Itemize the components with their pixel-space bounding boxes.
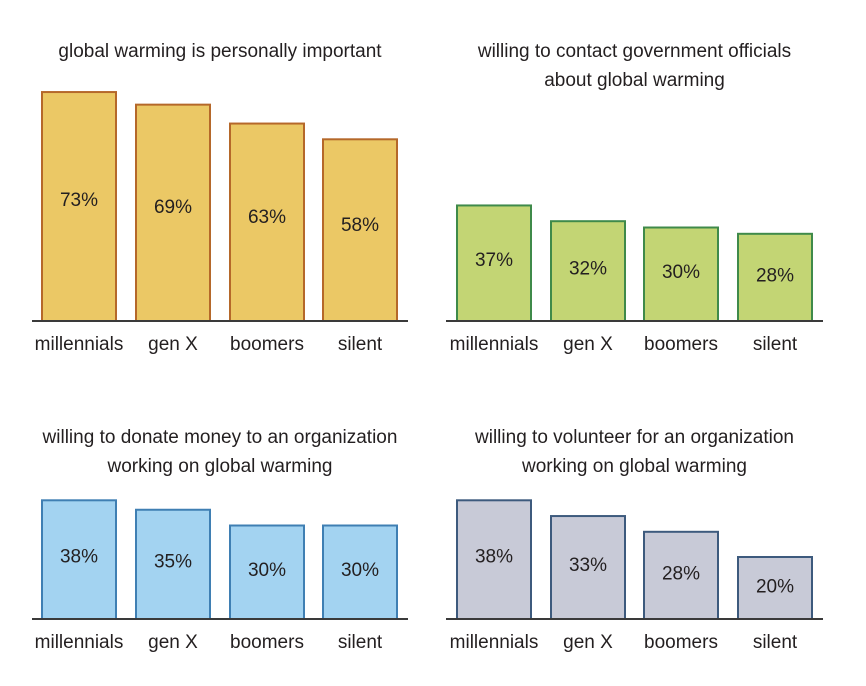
bar-chart-1: global warming is personally important 73…	[32, 41, 408, 355]
x-tick-label: boomers	[644, 632, 718, 653]
x-tick-label: boomers	[644, 334, 718, 355]
bar-boomers	[229, 122, 305, 322]
chart-title: willing to contact government officials	[477, 41, 791, 62]
bar-gen-x	[550, 220, 626, 322]
data-label: 69%	[154, 197, 192, 218]
data-label: 35%	[154, 552, 192, 573]
bar-boomers	[643, 226, 719, 322]
data-label: 32%	[569, 259, 607, 280]
bar-chart-3: willing to donate money to an organizati…	[32, 427, 408, 653]
bar-millennials	[41, 91, 117, 322]
bar-silent	[737, 232, 813, 322]
chart-title: working on global warming	[521, 456, 747, 477]
x-tick-label: gen X	[563, 334, 613, 355]
chart-title: global warming is personally important	[58, 41, 382, 62]
x-tick-label: silent	[338, 334, 383, 355]
bar-chart-2: willing to contact government officials a…	[446, 41, 823, 355]
data-label: 30%	[662, 262, 700, 283]
x-tick-label: silent	[338, 632, 383, 653]
data-label: 58%	[341, 215, 379, 236]
data-label: 30%	[248, 560, 286, 581]
bar-silent	[737, 556, 813, 620]
x-tick-label: millennials	[450, 334, 539, 355]
x-tick-label: boomers	[230, 334, 304, 355]
bar-chart-4: willing to volunteer for an organization…	[446, 427, 823, 653]
bar-boomers	[229, 524, 305, 620]
bar-gen-x	[550, 515, 626, 620]
x-tick-label: gen X	[148, 632, 198, 653]
x-tick-label: gen X	[148, 334, 198, 355]
x-tick-label: millennials	[35, 632, 124, 653]
data-label: 28%	[756, 265, 794, 286]
x-tick-label: silent	[753, 334, 798, 355]
bar-millennials	[456, 204, 532, 322]
chart-title: willing to donate money to an organizati…	[42, 427, 398, 448]
data-label: 37%	[475, 250, 513, 271]
data-label: 63%	[248, 207, 286, 228]
data-label: 73%	[60, 190, 98, 211]
chart-title: working on global warming	[107, 456, 333, 477]
data-label: 30%	[341, 560, 379, 581]
x-tick-label: millennials	[35, 334, 124, 355]
bar-gen-x	[135, 103, 211, 323]
data-label: 20%	[756, 577, 794, 598]
chart-title: about global warming	[544, 70, 725, 91]
x-tick-label: gen X	[563, 632, 613, 653]
data-label: 33%	[569, 555, 607, 576]
bar-boomers	[643, 530, 719, 620]
x-tick-label: silent	[753, 632, 798, 653]
data-label: 38%	[475, 547, 513, 568]
bar-silent	[322, 524, 398, 620]
x-tick-label: boomers	[230, 632, 304, 653]
data-label: 28%	[662, 563, 700, 584]
bar-silent	[322, 138, 398, 322]
chart-title: willing to volunteer for an organization	[474, 427, 794, 448]
x-tick-label: millennials	[450, 632, 539, 653]
data-label: 38%	[60, 547, 98, 568]
bar-millennials	[456, 499, 532, 620]
